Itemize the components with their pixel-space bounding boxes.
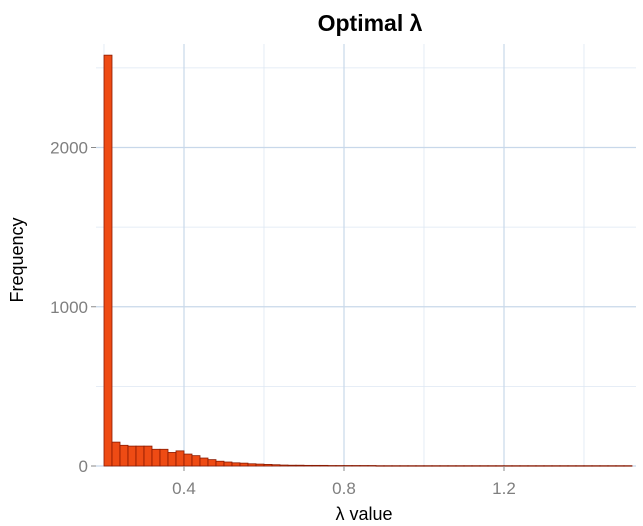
x-tick-label: 0.8 [332, 479, 356, 498]
histogram-bar [415, 465, 425, 467]
histogram-bar [335, 465, 345, 467]
histogram-bar [407, 465, 417, 467]
histogram-bar [607, 465, 617, 467]
histogram-bar [183, 453, 193, 467]
histogram-bar [343, 465, 353, 467]
histogram-bar [199, 457, 209, 467]
histogram-bar [559, 465, 569, 467]
histogram-bar [495, 465, 505, 467]
histogram-bar [623, 465, 633, 467]
histogram-bar [479, 465, 489, 467]
histogram-bar [591, 465, 601, 467]
histogram-bar [103, 54, 113, 467]
histogram-bar [231, 462, 241, 467]
histogram-bar [519, 465, 529, 467]
grid [96, 44, 636, 467]
histogram-bar [535, 465, 545, 467]
histogram-bar [223, 461, 233, 467]
histogram-bar [319, 464, 329, 467]
histogram-bar [431, 465, 441, 467]
histogram-bar [279, 464, 289, 467]
histogram-bar [423, 465, 433, 467]
histogram-bar [295, 464, 305, 467]
chart-title: Optimal λ [318, 10, 423, 36]
histogram-bars [103, 54, 633, 467]
x-tick-label: 1.2 [492, 479, 516, 498]
histogram-bar [615, 465, 625, 467]
histogram-bar [111, 441, 121, 467]
histogram-bar [471, 465, 481, 467]
histogram-bar [383, 465, 393, 467]
histogram-bar [351, 465, 361, 467]
histogram-bar [287, 464, 297, 467]
histogram-bar [543, 465, 553, 467]
histogram-bar [391, 465, 401, 467]
histogram-bar [215, 460, 225, 467]
histogram-bar [119, 444, 129, 467]
histogram-bar [151, 448, 161, 467]
histogram-bar [207, 459, 217, 467]
histogram-bar [255, 463, 265, 467]
histogram-bar [159, 448, 169, 467]
histogram-bar [359, 465, 369, 467]
histogram-bar [439, 465, 449, 467]
histogram-bar [399, 465, 409, 467]
histogram-bar [575, 465, 585, 467]
histogram-bar [263, 464, 273, 467]
y-axis-title: Frequency [7, 217, 27, 302]
y-tick-label: 2000 [50, 139, 88, 158]
histogram-bar [327, 465, 337, 467]
y-tick-label: 0 [79, 457, 88, 476]
histogram-bar [511, 465, 521, 467]
histogram-bar [375, 465, 385, 467]
histogram-bar [527, 465, 537, 467]
x-axis-title: λ value [335, 504, 392, 524]
histogram-bar [367, 465, 377, 467]
histogram-bar [447, 465, 457, 467]
histogram-bar [175, 450, 185, 467]
y-tick-label: 1000 [50, 298, 88, 317]
histogram-bar [127, 445, 137, 467]
histogram-bar [143, 445, 153, 467]
histogram-bar [303, 464, 313, 467]
histogram-bar [167, 452, 177, 467]
histogram-bar [599, 465, 609, 467]
x-tick-label: 0.4 [172, 479, 196, 498]
histogram-bar [551, 465, 561, 467]
histogram-bar [311, 464, 321, 467]
histogram-bar [247, 463, 257, 467]
histogram-bar [487, 465, 497, 467]
histogram-bar [503, 465, 513, 467]
histogram-bar [455, 465, 465, 467]
axes: 0.4 0.8 1.2 0 1000 2000 [50, 139, 516, 498]
histogram-bar [191, 455, 201, 467]
histogram-bar [135, 445, 145, 467]
histogram-bar [583, 465, 593, 467]
histogram-bar [271, 464, 281, 467]
histogram-bar [239, 462, 249, 467]
histogram-bar [567, 465, 577, 467]
histogram-bar [463, 465, 473, 467]
